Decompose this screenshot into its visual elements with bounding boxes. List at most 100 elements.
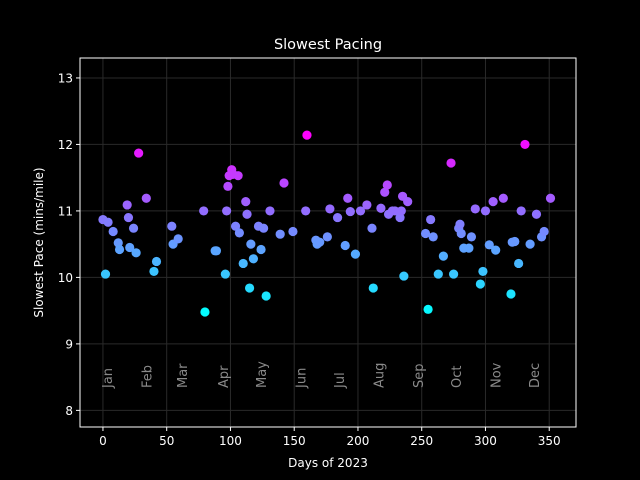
data-point (516, 206, 526, 216)
data-point (241, 197, 251, 207)
data-point (478, 266, 488, 277)
data-point (423, 304, 433, 314)
y-tick-label: 13 (58, 71, 73, 85)
data-point (399, 271, 409, 281)
month-label: Sep (412, 363, 427, 388)
data-point (545, 193, 556, 203)
data-point (315, 237, 325, 247)
data-point (288, 226, 298, 237)
plot-area-frame (79, 57, 577, 428)
grid-lines (80, 58, 576, 427)
y-tick-label: 11 (58, 204, 73, 218)
data-point (200, 307, 210, 317)
data-point (520, 139, 530, 150)
month-label: May (255, 361, 270, 388)
data-point (340, 240, 350, 251)
x-tick-label: 200 (347, 434, 370, 448)
x-tick-label: 250 (410, 434, 433, 448)
data-point (279, 178, 289, 188)
data-point (242, 209, 252, 219)
data-point (114, 244, 125, 255)
month-label: Jul (333, 372, 348, 389)
data-point (302, 130, 312, 140)
x-tick-label: 0 (99, 434, 107, 448)
month-label: Jun (295, 368, 310, 389)
data-point (301, 206, 311, 216)
data-point (123, 212, 134, 223)
data-point (525, 239, 535, 249)
data-point (376, 203, 386, 213)
data-point (464, 243, 474, 253)
data-point (456, 228, 466, 239)
y-tick-label: 10 (58, 271, 73, 285)
data-point (100, 269, 111, 279)
x-tick-label: 150 (283, 434, 306, 448)
data-point (125, 242, 135, 253)
data-point (108, 226, 118, 237)
month-label: Aug (372, 363, 387, 388)
data-point (380, 187, 390, 197)
y-axis-ticks: 8 9 10 11 12 13 (58, 71, 80, 418)
data-points (98, 130, 556, 317)
data-point (220, 269, 230, 279)
data-point (466, 232, 477, 242)
data-point (455, 219, 465, 229)
month-label: Dec (528, 363, 543, 388)
data-point (128, 223, 139, 233)
data-point (446, 158, 456, 168)
data-point (480, 206, 491, 216)
data-point (259, 223, 269, 233)
data-point (131, 248, 141, 258)
data-point (141, 193, 151, 203)
data-point (322, 232, 332, 242)
data-point (498, 193, 508, 203)
data-point (244, 283, 255, 293)
data-point (223, 181, 233, 191)
y-tick-label: 8 (65, 404, 73, 418)
data-point (211, 246, 222, 256)
month-label: Feb (140, 365, 155, 388)
data-point (167, 221, 177, 231)
data-point (256, 244, 266, 255)
data-point (343, 193, 353, 203)
data-point (122, 200, 132, 210)
data-point (275, 229, 285, 239)
data-point (149, 266, 159, 277)
data-point (355, 206, 366, 216)
data-point (234, 228, 244, 238)
data-point (448, 269, 459, 279)
data-point (222, 206, 232, 216)
x-tick-label: 350 (538, 434, 561, 448)
data-point (390, 206, 400, 216)
data-point (539, 226, 549, 237)
month-label: Mar (176, 363, 191, 388)
data-point (491, 245, 501, 255)
data-point (151, 256, 162, 267)
data-point (403, 197, 413, 207)
data-point (265, 206, 275, 216)
data-point (246, 239, 256, 249)
data-point (362, 200, 372, 210)
data-point (382, 180, 392, 190)
data-point (433, 269, 443, 279)
data-point (345, 206, 355, 217)
data-point (484, 240, 494, 250)
data-point (426, 214, 436, 225)
data-point (368, 283, 378, 293)
data-point (531, 209, 542, 219)
data-point (238, 258, 248, 269)
y-tick-label: 9 (65, 337, 73, 351)
chart-title: Slowest Pacing (274, 37, 382, 53)
data-point (506, 289, 516, 299)
month-label: Apr (217, 365, 232, 388)
y-tick-label: 12 (58, 138, 73, 152)
data-point (332, 212, 343, 223)
data-point (470, 204, 480, 214)
data-point (396, 206, 406, 216)
data-point (438, 251, 448, 261)
data-point (103, 217, 113, 227)
data-point (199, 206, 209, 216)
x-axis-title: Days of 2023 (288, 456, 368, 470)
month-labels: Jan Feb Mar Apr May Jun Jul Aug Sep Oct Nov Dec (101, 361, 543, 389)
